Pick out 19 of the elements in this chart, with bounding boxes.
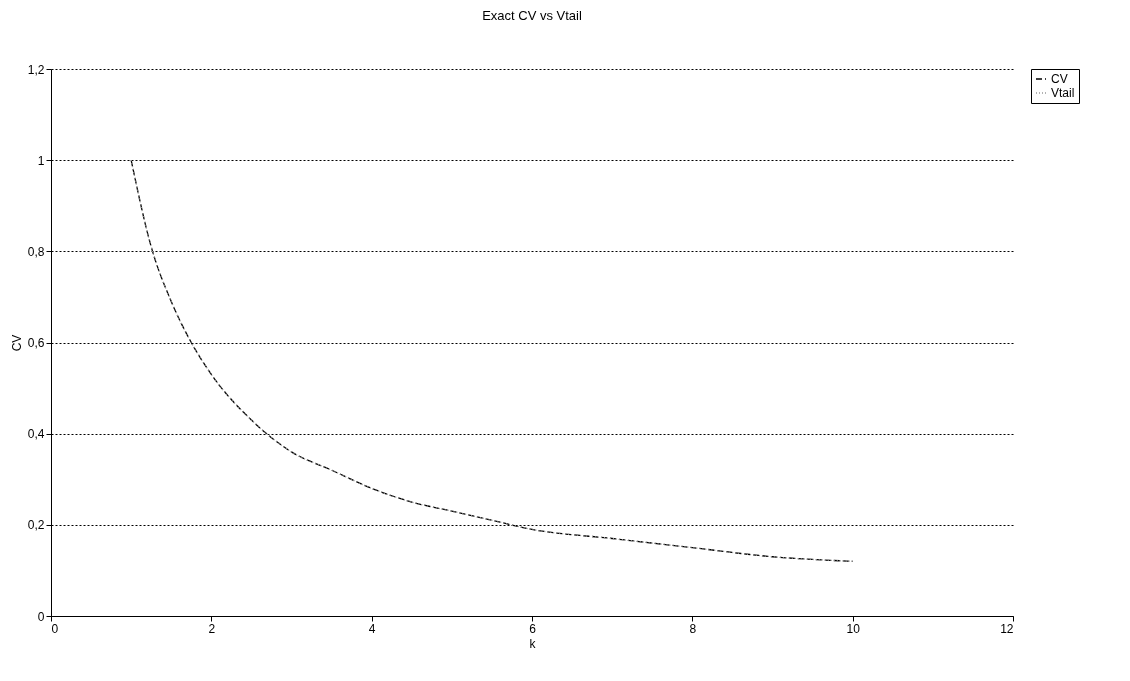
chart-title: Exact CV vs Vtail [482,8,582,23]
x-tick-label: 8 [689,621,697,636]
y-tick-label: 0,8 [27,244,45,259]
y-tick-label: 0,2 [27,518,45,533]
x-tick-label: 4 [368,621,376,636]
x-axis-title: k [529,636,537,651]
y-tick-label: 1,2 [27,62,45,77]
y-axis-title: CV [9,334,24,352]
y-tick-label: 1 [37,153,45,168]
legend-label: Vtail [1051,86,1075,100]
x-tick-label: 10 [846,621,861,636]
x-tick-label: 2 [208,621,216,636]
y-tick-label: 0,6 [27,336,45,350]
x-tick-label: 6 [529,621,537,636]
y-tick-label: 0 [37,609,45,624]
legend-label: CV [1051,72,1068,86]
x-tick-label: 12 [1000,621,1014,636]
x-tick-label: 0 [51,621,59,636]
y-tick-label: 0,4 [27,427,45,442]
